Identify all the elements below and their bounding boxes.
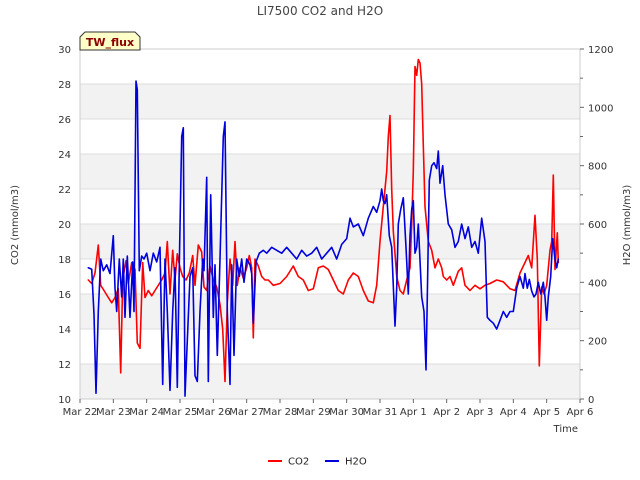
y-right-tick-label: 400 <box>588 278 607 289</box>
x-tick-label: Apr 6 <box>567 407 594 418</box>
y-left-tick-label: 10 <box>58 395 71 406</box>
x-tick-label: Mar 28 <box>263 407 298 418</box>
legend: CO2 H2O <box>268 457 367 468</box>
x-tick-label: Mar 30 <box>329 407 364 418</box>
y-right-tick-label: 200 <box>588 337 607 348</box>
legend-label-co2: CO2 <box>288 457 309 468</box>
y-left-tick-label: 18 <box>58 255 71 266</box>
y-left-tick-label: 16 <box>58 290 71 301</box>
y-right-tick-label: 1200 <box>588 45 613 56</box>
band <box>80 119 580 154</box>
y-axis-left: 10 12 14 16 18 20 22 24 26 28 30 <box>58 45 71 406</box>
y-left-tick-label: 20 <box>58 220 71 231</box>
background-bands <box>80 49 580 399</box>
y-axis-right-title: H2O (mmol/m3) <box>622 185 633 266</box>
x-tick-label: Apr 3 <box>467 407 494 418</box>
band <box>80 294 580 329</box>
y-right-tick-label: 600 <box>588 220 607 231</box>
chart-title: LI7500 CO2 and H2O <box>257 4 383 18</box>
band <box>80 364 580 399</box>
x-tick-label: Mar 23 <box>96 407 131 418</box>
x-tick-label: Mar 25 <box>163 407 198 418</box>
band <box>80 154 580 189</box>
x-axis-title: Time <box>553 424 578 435</box>
x-tick-label: Mar 31 <box>363 407 398 418</box>
y-right-tick-label: 0 <box>588 395 594 406</box>
legend-label-h2o: H2O <box>345 457 367 468</box>
x-tick-label: Mar 27 <box>229 407 264 418</box>
x-tick-label: Mar 29 <box>296 407 331 418</box>
x-tick-label: Apr 2 <box>433 407 460 418</box>
series-layer <box>87 58 560 397</box>
band <box>80 49 580 84</box>
y-left-tick-label: 12 <box>58 360 71 371</box>
series-line-h2o <box>87 80 560 397</box>
y-axis-right: 0 200 400 600 800 1000 1200 <box>580 45 613 406</box>
band <box>80 329 580 364</box>
x-tick-label: Mar 26 <box>196 407 231 418</box>
y-left-tick-label: 24 <box>58 150 71 161</box>
x-tick-label: Apr 1 <box>400 407 427 418</box>
band <box>80 84 580 119</box>
y-right-tick-label: 800 <box>588 162 607 173</box>
x-tick-label: Apr 4 <box>500 407 527 418</box>
band <box>80 259 580 294</box>
y-axis-left-title: CO2 (mmol/m3) <box>10 185 21 265</box>
tw-flux-badge: TW_flux <box>79 31 141 51</box>
y-right-tick-label: 1000 <box>588 103 613 114</box>
x-tick-label: Apr 5 <box>533 407 560 418</box>
band <box>80 189 580 224</box>
band <box>80 224 580 259</box>
y-left-tick-label: 30 <box>58 45 71 56</box>
x-tick-label: Mar 24 <box>129 407 164 418</box>
x-tick-label: Mar 22 <box>63 407 98 418</box>
badge-label: TW_flux <box>86 36 134 49</box>
y-left-tick-label: 28 <box>58 80 71 91</box>
y-left-tick-label: 22 <box>58 185 71 196</box>
y-left-tick-label: 14 <box>58 325 71 336</box>
y-left-tick-label: 26 <box>58 115 71 126</box>
